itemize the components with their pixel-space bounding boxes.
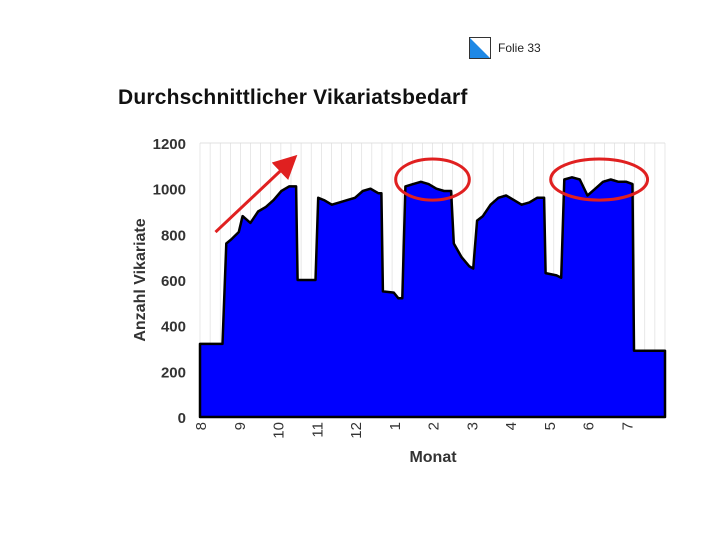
- slide-number-label: Folie 33: [498, 41, 541, 55]
- highlight-ellipse-annotation: [549, 157, 650, 202]
- y-tick-label: 400: [161, 319, 186, 336]
- x-tick-label: 6: [581, 422, 598, 430]
- y-tick-label: 0: [178, 410, 186, 427]
- y-tick-label: 200: [161, 364, 186, 381]
- x-tick-label: 1: [387, 422, 404, 430]
- x-tick-label: 11: [309, 422, 326, 438]
- page-title: Durchschnittlicher Vikariatsbedarf: [118, 86, 468, 109]
- y-tick-label: 600: [161, 273, 186, 290]
- highlight-ellipse-annotation: [394, 157, 471, 202]
- x-tick-label: 12: [348, 422, 365, 439]
- x-tick-label: 4: [503, 422, 520, 430]
- x-tick-label: 5: [542, 422, 559, 430]
- x-axis-label: Monat: [409, 449, 457, 466]
- y-tick-label: 1000: [153, 182, 186, 199]
- data-area-series: [198, 176, 667, 419]
- x-tick-label: 2: [426, 422, 443, 430]
- x-tick-label: 7: [619, 422, 636, 430]
- y-tick-label: 800: [161, 227, 186, 244]
- logo-icon: [469, 37, 491, 59]
- x-tick-label: 8: [193, 422, 210, 430]
- x-tick-label: 10: [271, 422, 288, 439]
- y-axis-label: Anzahl Vikariate: [132, 218, 149, 341]
- trend-arrow-annotation: [214, 154, 298, 234]
- x-tick-label: 9: [232, 422, 249, 430]
- annotations: [214, 154, 650, 234]
- y-tick-label: 1200: [153, 136, 186, 153]
- x-tick-label: 3: [464, 422, 481, 430]
